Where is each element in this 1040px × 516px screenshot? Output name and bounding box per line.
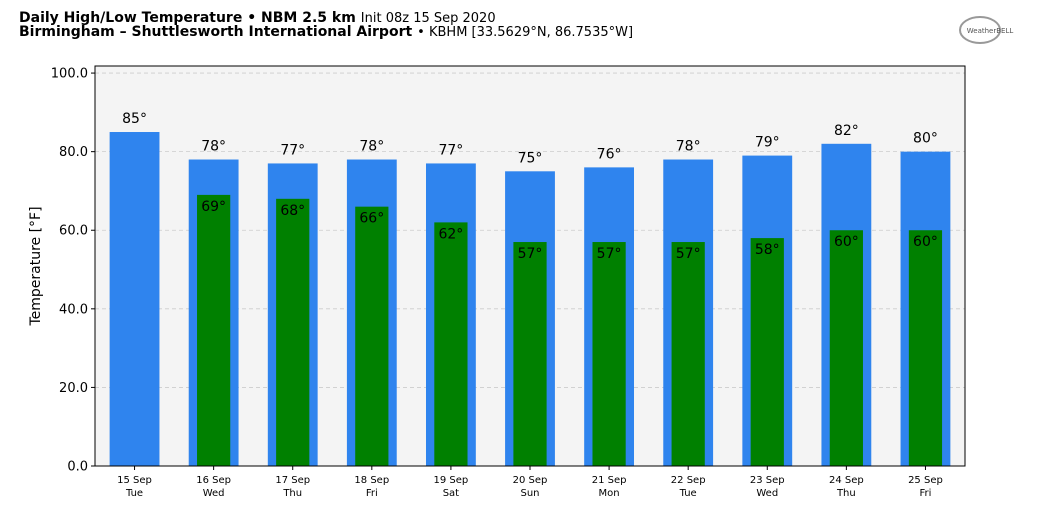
y-axis-label: Temperature [°F] xyxy=(28,206,44,326)
x-tick-label: Thu xyxy=(836,488,856,499)
value-label: 60° xyxy=(913,234,938,250)
bar xyxy=(750,238,784,466)
x-tick-label: 16 Sep xyxy=(196,475,231,486)
x-tick-label: 22 Sep xyxy=(671,475,706,486)
x-tick-label: 20 Sep xyxy=(513,475,548,486)
x-tick-label: 15 Sep xyxy=(117,475,152,486)
x-tick-label: 17 Sep xyxy=(275,475,310,486)
logo: WeatherBELL xyxy=(959,16,1014,44)
value-label: 79° xyxy=(755,135,780,151)
y-tick-label: 0.0 xyxy=(67,460,88,475)
x-tick-label: 19 Sep xyxy=(434,475,469,486)
y-tick-label: 40.0 xyxy=(59,302,88,317)
x-tick-label: Wed xyxy=(203,488,225,499)
x-tick-label: Sat xyxy=(443,488,459,499)
x-tick-label: Wed xyxy=(756,488,778,499)
chart-subtitle: Init 08z 15 Sep 2020 xyxy=(361,11,496,26)
logo-ring xyxy=(959,16,1001,44)
bar xyxy=(434,222,468,466)
x-tick-label: 18 Sep xyxy=(354,475,389,486)
station: • KBHM [33.5629°N, 86.7535°W] xyxy=(417,25,633,40)
x-tick-label: Sun xyxy=(520,488,539,499)
value-label: 77° xyxy=(438,142,463,158)
value-label: 85° xyxy=(122,111,147,127)
title-line: Daily High/Low Temperature • NBM 2.5 km I… xyxy=(19,10,496,26)
value-label: 69° xyxy=(201,199,226,215)
value-label: 77° xyxy=(280,142,305,158)
bar xyxy=(276,198,310,466)
x-tick-label: Fri xyxy=(366,488,378,499)
value-label: 66° xyxy=(359,211,384,227)
x-tick-label: Fri xyxy=(919,488,931,499)
value-label: 78° xyxy=(201,139,226,155)
location-line: Birmingham – Shuttlesworth International… xyxy=(19,24,633,40)
value-label: 82° xyxy=(834,123,859,139)
x-tick-label: Tue xyxy=(679,488,697,499)
value-label: 78° xyxy=(676,139,701,155)
value-label: 68° xyxy=(280,203,305,219)
value-label: 58° xyxy=(755,242,780,258)
value-label: 78° xyxy=(359,139,384,155)
value-label: 76° xyxy=(597,146,622,162)
location: Birmingham – Shuttlesworth International… xyxy=(19,24,412,40)
value-label: 57° xyxy=(518,246,543,262)
bar xyxy=(592,242,626,466)
x-tick-label: 24 Sep xyxy=(829,475,864,486)
bar xyxy=(197,194,231,466)
y-tick-label: 20.0 xyxy=(59,381,88,396)
y-tick-label: 60.0 xyxy=(59,224,88,239)
plot-frame xyxy=(94,65,966,467)
value-label: 57° xyxy=(676,246,701,262)
x-tick-label: 23 Sep xyxy=(750,475,785,486)
y-tick-label: 100.0 xyxy=(51,67,88,82)
value-label: 75° xyxy=(518,150,543,166)
x-tick-label: 21 Sep xyxy=(592,475,627,486)
bar xyxy=(109,132,160,467)
bar xyxy=(671,242,705,466)
value-label: 80° xyxy=(913,131,938,147)
bar xyxy=(355,206,389,467)
x-tick-label: Thu xyxy=(282,488,302,499)
chart-title: Daily High/Low Temperature • NBM 2.5 km xyxy=(19,10,356,26)
y-tick-label: 80.0 xyxy=(59,145,88,160)
logo-text: WeatherBELL xyxy=(967,27,1014,35)
bar xyxy=(829,230,863,466)
value-label: 60° xyxy=(834,234,859,250)
x-tick-label: 25 Sep xyxy=(908,475,943,486)
x-tick-label: Tue xyxy=(125,488,143,499)
value-label: 57° xyxy=(597,246,622,262)
bar xyxy=(908,230,943,466)
value-label: 62° xyxy=(438,226,463,242)
bar xyxy=(513,242,547,466)
x-tick-label: Mon xyxy=(599,488,620,499)
